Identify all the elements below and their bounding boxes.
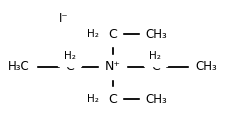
Text: N⁺: N⁺ xyxy=(104,60,121,73)
Text: H₂: H₂ xyxy=(87,29,99,39)
Text: C: C xyxy=(151,60,160,73)
Text: H₂: H₂ xyxy=(149,51,161,61)
Text: C: C xyxy=(108,28,117,41)
Text: C: C xyxy=(65,60,74,73)
Text: CH₃: CH₃ xyxy=(146,28,167,41)
Text: H₂: H₂ xyxy=(87,94,99,104)
Text: CH₃: CH₃ xyxy=(195,60,217,73)
Text: I⁻: I⁻ xyxy=(59,12,69,25)
Text: H₃C: H₃C xyxy=(8,60,30,73)
Text: H₂: H₂ xyxy=(64,51,76,61)
Text: C: C xyxy=(108,93,117,106)
Text: CH₃: CH₃ xyxy=(146,93,167,106)
